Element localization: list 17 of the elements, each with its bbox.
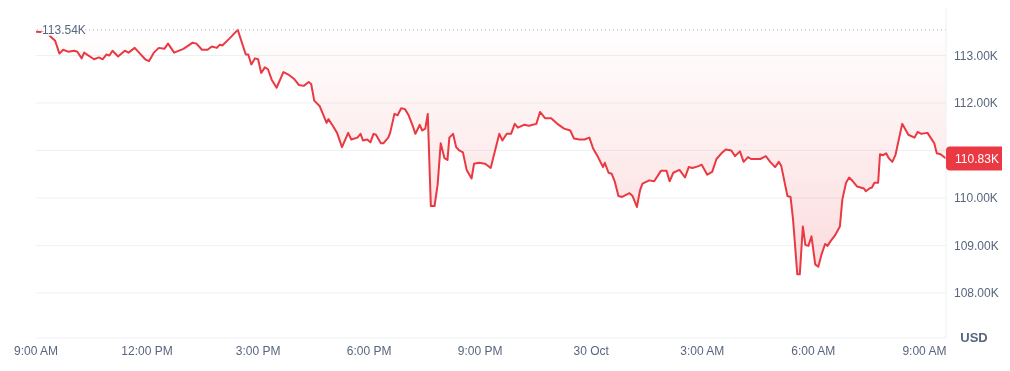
y-axis-title: USD: [960, 330, 988, 345]
y-tick-label: 112.00K: [954, 96, 998, 111]
y-tick-label: 113.00K: [954, 48, 998, 63]
y-tick-label: 110.00K: [954, 191, 998, 206]
x-tick-label: 3:00 PM: [235, 343, 281, 358]
x-tick-label: 9:00 PM: [457, 343, 503, 358]
x-tick-label: 30 Oct: [573, 343, 610, 358]
x-tick-label: 3:00 AM: [680, 343, 725, 358]
annotation: 110.83K: [955, 151, 999, 166]
x-tick-label: 12:00 PM: [121, 343, 173, 358]
x-tick-label: 6:00 AM: [791, 343, 836, 358]
y-tick-label: 108.00K: [954, 286, 999, 301]
x-tick-label: 9:00 AM: [902, 343, 947, 358]
x-tick-label: 6:00 PM: [346, 343, 392, 358]
x-tick-label: 9:00 AM: [13, 343, 59, 358]
ref-line-label: 113.54K: [42, 22, 86, 37]
y-tick-label: 109.00K: [954, 238, 999, 253]
